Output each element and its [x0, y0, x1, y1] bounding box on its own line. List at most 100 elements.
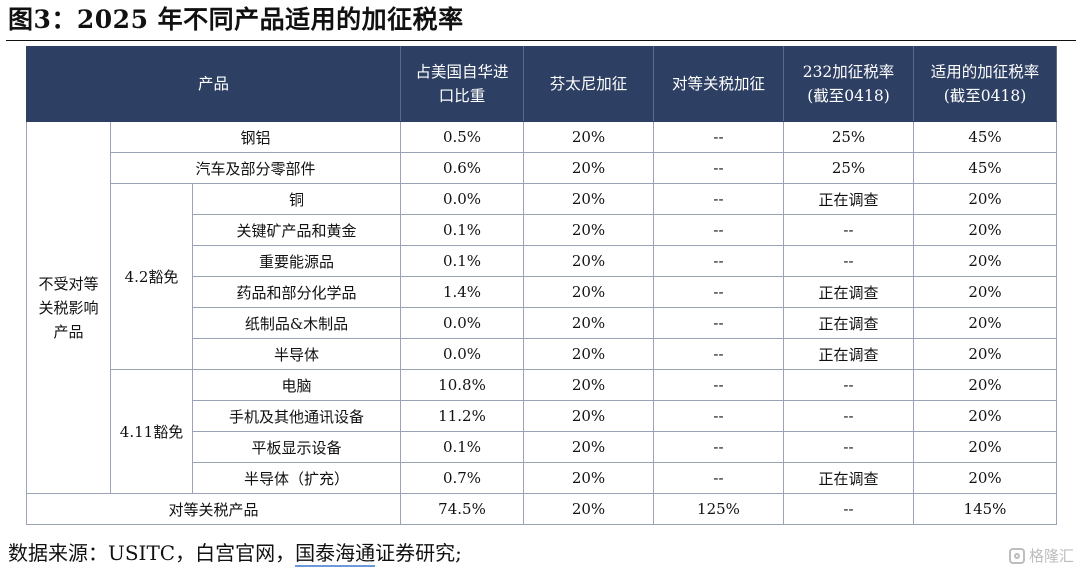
applicable-rate: 20% — [913, 307, 1057, 339]
product-name: 药品和部分化学品 — [192, 276, 401, 308]
header-232: 232加征税率 (截至0418) — [783, 46, 914, 122]
fentanyl-rate: 20% — [523, 152, 654, 184]
fentanyl-rate: 20% — [523, 121, 654, 153]
import-share: 0.1% — [400, 245, 524, 277]
group-exempt-411: 4.11豁免 — [110, 369, 193, 494]
group-exempt: 不受对等 关税影响 产品 — [26, 121, 111, 494]
product-name: 纸制品&木制品 — [192, 307, 401, 339]
header-fentanyl: 芬太尼加征 — [523, 46, 654, 122]
fentanyl-rate: 20% — [523, 214, 654, 246]
import-share: 0.1% — [400, 214, 524, 246]
s232-rate: 正在调查 — [783, 307, 914, 339]
fentanyl-rate: 20% — [523, 462, 654, 494]
table-row: 半导体（扩充） 0.7% 20% -- 正在调查 20% — [27, 462, 1057, 494]
reciprocal-rate: -- — [653, 276, 784, 308]
reciprocal-rate: -- — [653, 462, 784, 494]
s232-rate: 25% — [783, 121, 914, 153]
reciprocal-rate: -- — [653, 121, 784, 153]
reciprocal-rate: -- — [653, 245, 784, 277]
product-name: 半导体 — [192, 338, 401, 370]
reciprocal-rate: -- — [653, 152, 784, 184]
header-import-share: 占美国自华进 口比重 — [400, 46, 524, 122]
import-share: 0.0% — [400, 338, 524, 370]
s232-rate: 正在调查 — [783, 462, 914, 494]
product-name: 钢铝 — [110, 121, 401, 153]
gelonghui-logo-icon — [1008, 547, 1025, 564]
import-share: 11.2% — [400, 400, 524, 432]
import-share: 10.8% — [400, 369, 524, 401]
reciprocal-rate: -- — [653, 183, 784, 215]
applicable-rate: 20% — [913, 214, 1057, 246]
reciprocal-rate: -- — [653, 431, 784, 463]
header-product: 产品 — [26, 46, 401, 122]
source-suffix: 证券研究; — [375, 541, 462, 565]
source-link[interactable]: 国泰海通 — [295, 541, 376, 567]
product-name: 关键矿产品和黄金 — [192, 214, 401, 246]
s232-rate: -- — [783, 245, 914, 277]
reciprocal-rate: -- — [653, 369, 784, 401]
header-row: 产品 占美国自华进 口比重 芬太尼加征 对等关税加征 232加征税率 (截至04… — [26, 46, 1057, 122]
applicable-rate: 20% — [913, 245, 1057, 277]
table-row: 不受对等 关税影响 产品 钢铝 0.5% 20% -- 25% 45% — [26, 121, 1057, 494]
product-name: 对等关税产品 — [26, 493, 401, 525]
s232-rate: -- — [783, 369, 914, 401]
reciprocal-rate: -- — [653, 214, 784, 246]
fentanyl-rate: 20% — [523, 369, 654, 401]
product-name: 电脑 — [192, 369, 401, 401]
import-share: 0.1% — [400, 431, 524, 463]
product-name: 手机及其他通讯设备 — [192, 400, 401, 432]
fentanyl-rate: 20% — [523, 431, 654, 463]
table-row: 半导体 0.0% 20% -- 正在调查 20% — [27, 338, 1057, 370]
reciprocal-rate: -- — [653, 338, 784, 370]
table-row: 汽车及部分零部件 0.6% 20% -- 25% 45% — [27, 152, 1057, 184]
applicable-rate: 20% — [913, 369, 1057, 401]
table-row: 重要能源品 0.1% 20% -- -- 20% — [27, 245, 1057, 277]
header-reciprocal: 对等关税加征 — [653, 46, 784, 122]
s232-rate: -- — [783, 493, 914, 525]
product-name: 铜 — [192, 183, 401, 215]
fentanyl-rate: 20% — [523, 338, 654, 370]
table-row: 4.11豁免 电脑 10.8% 20% -- -- 20% — [27, 369, 1057, 494]
table-row: 关键矿产品和黄金 0.1% 20% -- -- 20% — [27, 214, 1057, 246]
table-row: 纸制品&木制品 0.0% 20% -- 正在调查 20% — [27, 307, 1057, 339]
fentanyl-rate: 20% — [523, 245, 654, 277]
reciprocal-rate: 125% — [653, 493, 784, 525]
s232-rate: -- — [783, 400, 914, 432]
fentanyl-rate: 20% — [523, 276, 654, 308]
fentanyl-rate: 20% — [523, 400, 654, 432]
applicable-rate: 45% — [913, 152, 1057, 184]
import-share: 0.0% — [400, 307, 524, 339]
title-divider — [6, 40, 1076, 41]
table-row: 对等关税产品 74.5% 20% 125% -- 145% — [26, 493, 1057, 525]
s232-rate: 正在调查 — [783, 276, 914, 308]
applicable-rate: 20% — [913, 400, 1057, 432]
product-name: 重要能源品 — [192, 245, 401, 277]
import-share: 1.4% — [400, 276, 524, 308]
fentanyl-rate: 20% — [523, 307, 654, 339]
source-note: 数据来源：USITC，白宫官网，国泰海通证券研究; — [8, 537, 462, 567]
product-name: 半导体（扩充） — [192, 462, 401, 494]
import-share: 0.6% — [400, 152, 524, 184]
table-row: 4.2豁免 铜 0.0% 20% -- 正在调查 20% — [27, 183, 1057, 370]
applicable-rate: 20% — [913, 276, 1057, 308]
s232-rate: -- — [783, 214, 914, 246]
table-row: 药品和部分化学品 1.4% 20% -- 正在调查 20% — [27, 276, 1057, 308]
applicable-rate: 45% — [913, 121, 1057, 153]
product-name: 汽车及部分零部件 — [110, 152, 401, 184]
applicable-rate: 20% — [913, 338, 1057, 370]
reciprocal-rate: -- — [653, 400, 784, 432]
figure-title: 图3：2025 年不同产品适用的加征税率 — [8, 5, 464, 34]
reciprocal-rate: -- — [653, 307, 784, 339]
header-applicable: 适用的加征税率 (截至0418) — [913, 46, 1057, 122]
product-name: 平板显示设备 — [192, 431, 401, 463]
import-share: 0.5% — [400, 121, 524, 153]
fentanyl-rate: 20% — [523, 493, 654, 525]
source-prefix: 数据来源：USITC，白宫官网， — [8, 541, 296, 565]
import-share: 0.0% — [400, 183, 524, 215]
applicable-rate: 145% — [913, 493, 1057, 525]
fentanyl-rate: 20% — [523, 183, 654, 215]
s232-rate: 正在调查 — [783, 183, 914, 215]
s232-rate: 正在调查 — [783, 338, 914, 370]
group-exempt-42: 4.2豁免 — [110, 183, 193, 370]
import-share: 74.5% — [400, 493, 524, 525]
